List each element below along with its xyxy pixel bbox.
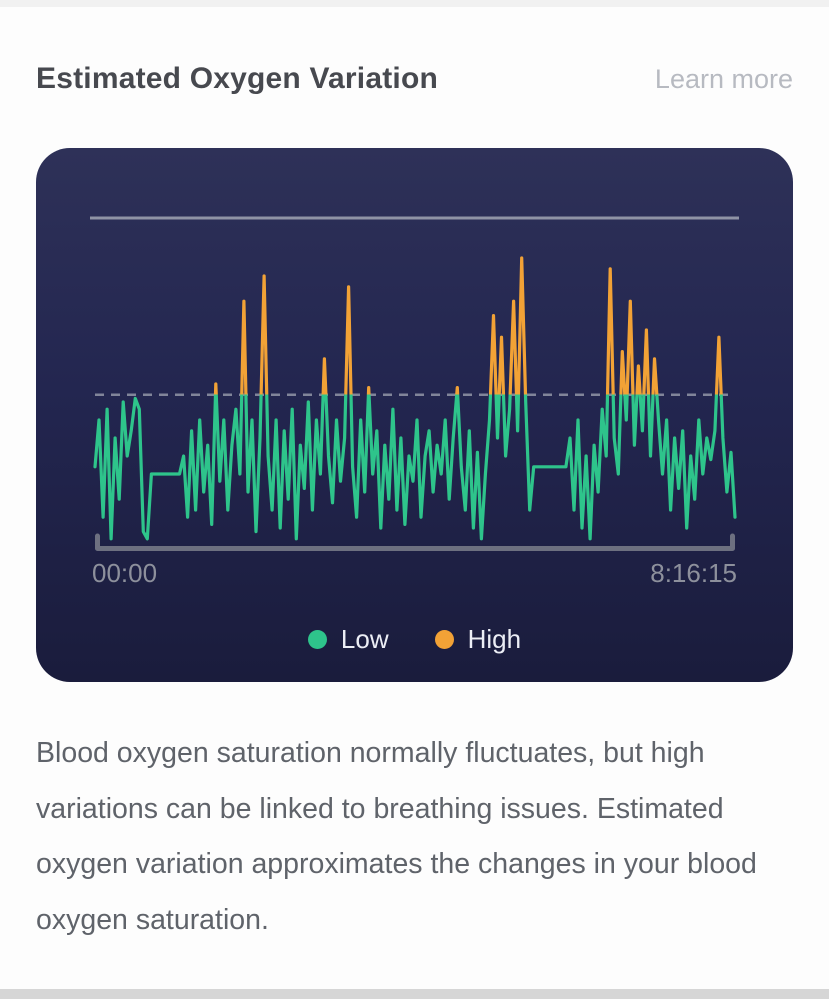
chart-legend: Low High bbox=[36, 624, 793, 655]
oxygen-variation-line bbox=[93, 256, 737, 541]
oxygen-variation-chart[interactable] bbox=[36, 148, 793, 682]
axis-end-time: 8:16:15 bbox=[650, 558, 737, 588]
description-text: Blood oxygen saturation normally fluctua… bbox=[36, 737, 757, 936]
legend-high-label: High bbox=[467, 624, 522, 654]
header: Estimated Oxygen Variation Learn more bbox=[36, 62, 793, 96]
legend-high-dot bbox=[434, 630, 454, 649]
learn-more-link[interactable]: Learn more bbox=[654, 64, 793, 94]
top-divider bbox=[0, 0, 829, 7]
bottom-divider bbox=[0, 989, 829, 999]
legend-low-dot bbox=[307, 630, 327, 649]
page-title: Estimated Oxygen Variation bbox=[36, 62, 438, 95]
x-axis bbox=[95, 533, 735, 551]
oxygen-variation-card: 00:00 8:16:15 Low High bbox=[36, 148, 793, 682]
axis-start-time: 00:00 bbox=[92, 558, 158, 588]
x-axis-labels: 00:00 8:16:15 bbox=[92, 558, 737, 589]
legend-low-label: Low bbox=[340, 624, 389, 654]
